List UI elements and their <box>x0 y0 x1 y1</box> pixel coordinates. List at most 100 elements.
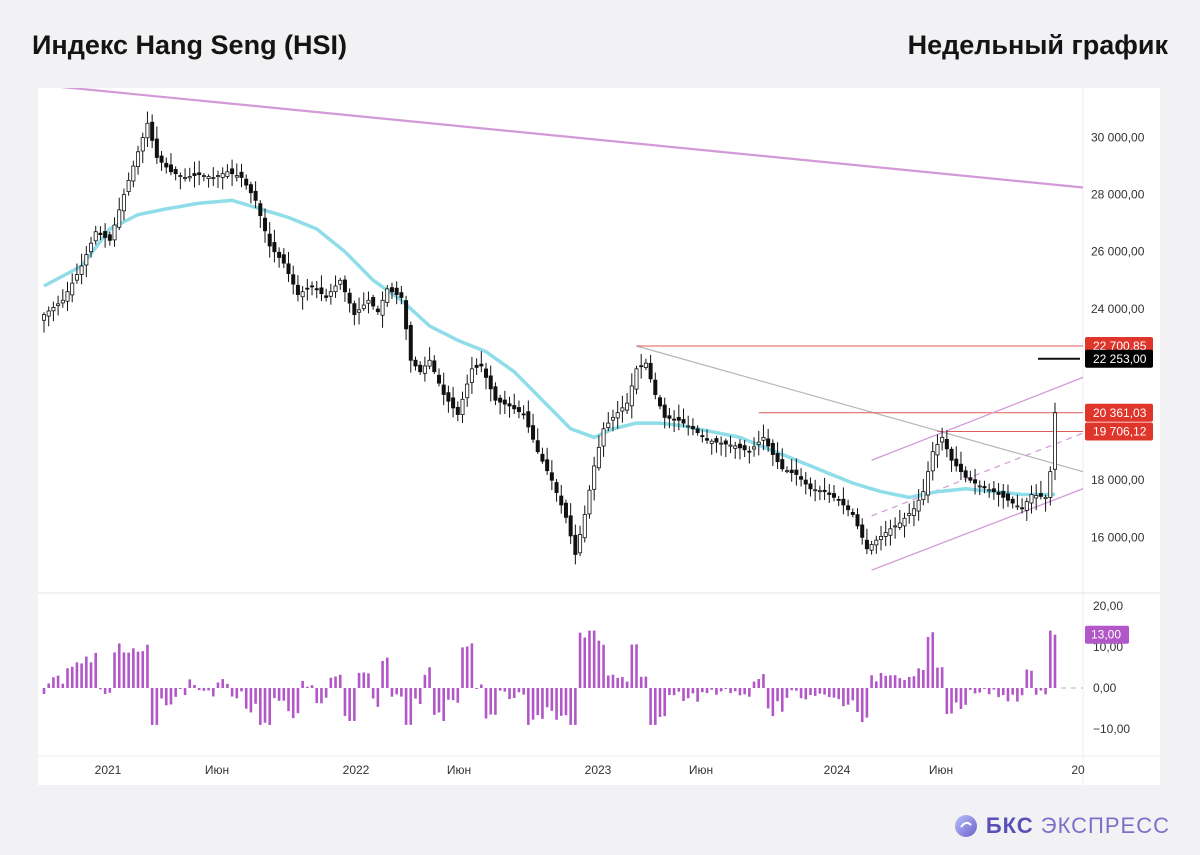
price-tick-label: 24 000,00 <box>1091 302 1145 316</box>
oscillator-bar <box>639 676 643 688</box>
oscillator-bar <box>259 688 262 725</box>
oscillator-bar <box>306 686 309 688</box>
candle <box>230 168 235 175</box>
oscillator-bar <box>155 688 159 725</box>
candle <box>150 121 155 141</box>
oscillator-bar <box>169 688 173 705</box>
chart-title: Индекс Hang Seng (HSI) <box>32 30 348 60</box>
candle <box>385 288 390 303</box>
candle <box>700 435 705 438</box>
candle <box>822 489 827 493</box>
oscillator-bar <box>503 688 507 692</box>
oscillator-bar <box>268 688 272 725</box>
oscillator-bar <box>414 688 417 699</box>
candle <box>780 459 785 470</box>
candle <box>690 426 695 430</box>
candle <box>935 444 940 456</box>
oscillator-bar <box>823 688 826 695</box>
oscillator-bar <box>884 675 888 688</box>
oscillator-bar <box>99 688 102 690</box>
candle <box>888 528 893 536</box>
oscillator-bar <box>654 688 657 725</box>
candle <box>761 436 766 441</box>
candle <box>540 453 545 462</box>
oscillator-bar <box>686 688 690 699</box>
candle <box>869 544 874 551</box>
oscillator-bar <box>682 688 685 702</box>
candle <box>733 445 738 449</box>
candle <box>338 279 343 285</box>
oscillator-value-label: 13,00 <box>1091 628 1121 642</box>
oscillator-bar <box>531 688 535 720</box>
candle <box>907 513 912 516</box>
oscillator-bar <box>240 688 243 692</box>
time-tick-label: 20 <box>1071 763 1085 777</box>
candle <box>479 363 484 367</box>
time-tick-label: Июн <box>205 763 229 777</box>
oscillator-bar <box>583 637 587 688</box>
hsi-weekly-chart: 30 000,00 28 000,00 26 000,00 24 000,00 18 0… <box>38 88 1160 785</box>
oscillator-bar <box>428 667 431 688</box>
oscillator-bar <box>127 652 130 688</box>
price-label: 22 253,00 <box>1093 352 1147 366</box>
oscillator-bar <box>423 674 427 688</box>
candle <box>883 532 888 537</box>
price-tick-label: 18 000,00 <box>1091 473 1145 487</box>
candle <box>98 232 103 236</box>
candle <box>1038 493 1043 497</box>
candle <box>634 368 639 390</box>
oscillator-bar <box>940 667 944 688</box>
candle <box>131 165 136 182</box>
candle <box>319 287 324 295</box>
oscillator-bar <box>964 688 967 705</box>
candle <box>813 489 818 492</box>
oscillator-bar <box>715 688 718 695</box>
candle <box>775 452 780 463</box>
oscillator-bar <box>235 688 239 699</box>
candle <box>413 359 418 367</box>
candle <box>272 242 277 253</box>
candle <box>455 406 460 415</box>
oscillator-bar <box>80 663 83 688</box>
candle <box>944 438 949 450</box>
oscillator-bar <box>324 688 328 698</box>
candle <box>267 233 272 247</box>
candle <box>639 365 644 368</box>
oscillator-bar <box>762 674 765 688</box>
oscillator-bar <box>790 688 793 691</box>
candle <box>831 493 836 498</box>
oscillator-bar <box>611 674 615 688</box>
candle <box>234 175 239 178</box>
candle <box>615 412 620 419</box>
oscillator-bar <box>649 688 652 725</box>
oscillator-bar <box>635 644 638 688</box>
time-tick-label: Июн <box>447 763 471 777</box>
candle <box>380 299 385 316</box>
oscillator-bar <box>705 688 709 694</box>
candle <box>121 194 126 212</box>
oscillator-bar <box>61 683 65 688</box>
candle <box>465 383 470 399</box>
oscillator-bar <box>733 688 737 692</box>
oscillator-bar <box>917 668 920 688</box>
candle <box>841 498 846 506</box>
oscillator-bar <box>94 652 98 688</box>
oscillator-bar <box>1011 688 1014 695</box>
candle <box>42 314 47 321</box>
oscillator-bar <box>969 688 972 690</box>
candle <box>178 175 183 177</box>
candle <box>874 539 879 546</box>
oscillator-bar <box>226 683 229 688</box>
oscillator-bar <box>132 648 135 688</box>
candle <box>526 411 531 428</box>
oscillator-bar <box>1044 688 1047 695</box>
candle <box>46 310 51 317</box>
oscillator-bar <box>85 656 88 688</box>
oscillator-bar <box>644 676 648 688</box>
candle <box>770 442 775 455</box>
candle <box>399 292 404 298</box>
oscillator-bar <box>451 688 455 701</box>
oscillator-tick-label: 0,00 <box>1093 681 1117 695</box>
oscillator-bar <box>122 652 126 688</box>
candle <box>1010 498 1015 504</box>
